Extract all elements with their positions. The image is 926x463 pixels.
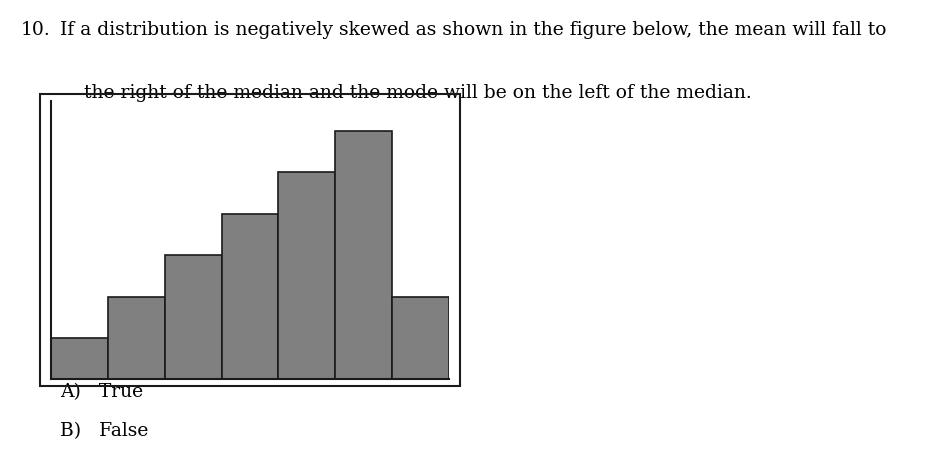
Text: the right of the median and the mode will be on the left of the median.: the right of the median and the mode wil… [60,83,752,101]
Text: 10.: 10. [20,21,50,39]
Bar [51,338,107,380]
Bar [221,214,279,380]
Text: A)   True: A) True [60,382,144,400]
Bar [393,297,449,380]
Bar [107,297,165,380]
Bar [165,256,221,380]
Text: B)   False: B) False [60,421,148,439]
Text: If a distribution is negatively skewed as shown in the figure below, the mean wi: If a distribution is negatively skewed a… [60,21,887,39]
Bar [335,131,393,380]
Bar [279,173,335,380]
